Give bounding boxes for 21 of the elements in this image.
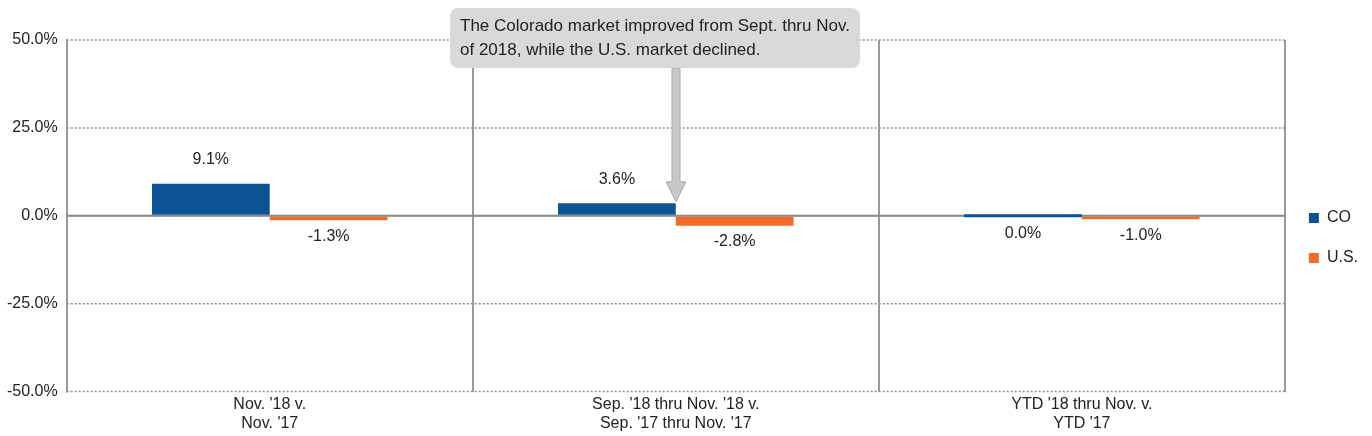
data-label: 0.0% bbox=[1004, 223, 1042, 241]
data-label: 3.6% bbox=[598, 169, 636, 187]
x-tick-label: Nov. '18 v. Nov. '17 bbox=[233, 394, 307, 431]
y-tick-label: 50.0% bbox=[12, 30, 58, 48]
bar bbox=[964, 214, 1082, 218]
y-tick-label: 0.0% bbox=[21, 206, 58, 224]
data-label: -1.3% bbox=[307, 226, 350, 244]
data-label: -1.0% bbox=[1119, 225, 1162, 243]
annotation: The Colorado market improved from Sept. thru Nov. of 2018, while the U.S. market declined. bbox=[450, 8, 860, 68]
y-tick-label: -25.0% bbox=[6, 294, 58, 312]
legend-label: U.S. bbox=[1326, 248, 1359, 266]
y-tick-label: 25.0% bbox=[12, 118, 58, 136]
data-label: 9.1% bbox=[192, 150, 230, 168]
data-label: -2.8% bbox=[713, 232, 756, 250]
legend-label: CO bbox=[1326, 208, 1351, 226]
bar bbox=[558, 203, 676, 215]
bar bbox=[151, 183, 270, 215]
x-tick-label: YTD '18 thru Nov. v. YTD '17 bbox=[1011, 394, 1153, 431]
bar bbox=[675, 216, 794, 226]
y-tick-label: -50.0% bbox=[6, 382, 58, 400]
x-tick-label: Sep. '18 thru Nov. '18 v. Sep. '17 thru Nov. '17 bbox=[592, 394, 760, 431]
